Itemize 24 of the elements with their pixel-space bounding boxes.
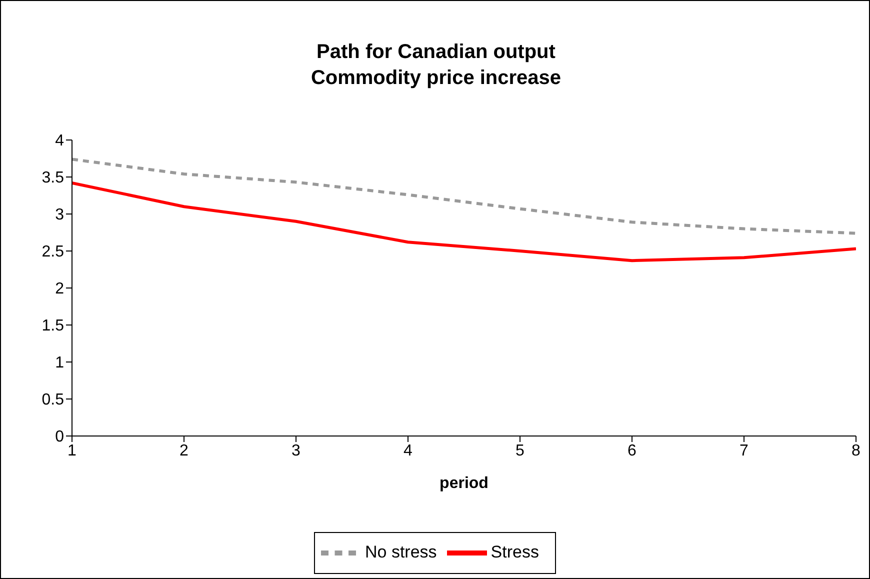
x-axis-title: period (440, 475, 488, 492)
y-tick-label: 1 (55, 354, 64, 372)
x-tick-label: 2 (180, 442, 189, 460)
x-tick-label: 6 (628, 442, 637, 460)
x-tick-label: 8 (852, 442, 861, 460)
x-tick-label: 3 (292, 442, 301, 460)
y-tick-label: 0 (55, 428, 64, 446)
chart-subtitle: Commodity price increase (310, 66, 562, 91)
legend-label: No stress (365, 542, 437, 562)
line-series (72, 158, 856, 235)
y-tick-label: 3.5 (42, 170, 64, 187)
x-tick-label: 1 (68, 442, 77, 460)
chart-title: Path for Canadian output (316, 40, 556, 65)
x-tick-label: 7 (740, 442, 749, 460)
y-tick-label: 2 (55, 280, 64, 298)
y-tick-label: 4 (55, 132, 64, 150)
y-tick-label: 2.5 (42, 244, 64, 261)
y-tick-label: 3 (55, 206, 64, 224)
y-tick-label: 1.5 (42, 318, 64, 335)
x-tick-label: 4 (404, 442, 413, 460)
legend-label: Stress (490, 542, 539, 562)
x-tick-label: 5 (516, 442, 525, 460)
line-series (72, 181, 856, 262)
y-tick-label: 0.5 (42, 392, 64, 409)
